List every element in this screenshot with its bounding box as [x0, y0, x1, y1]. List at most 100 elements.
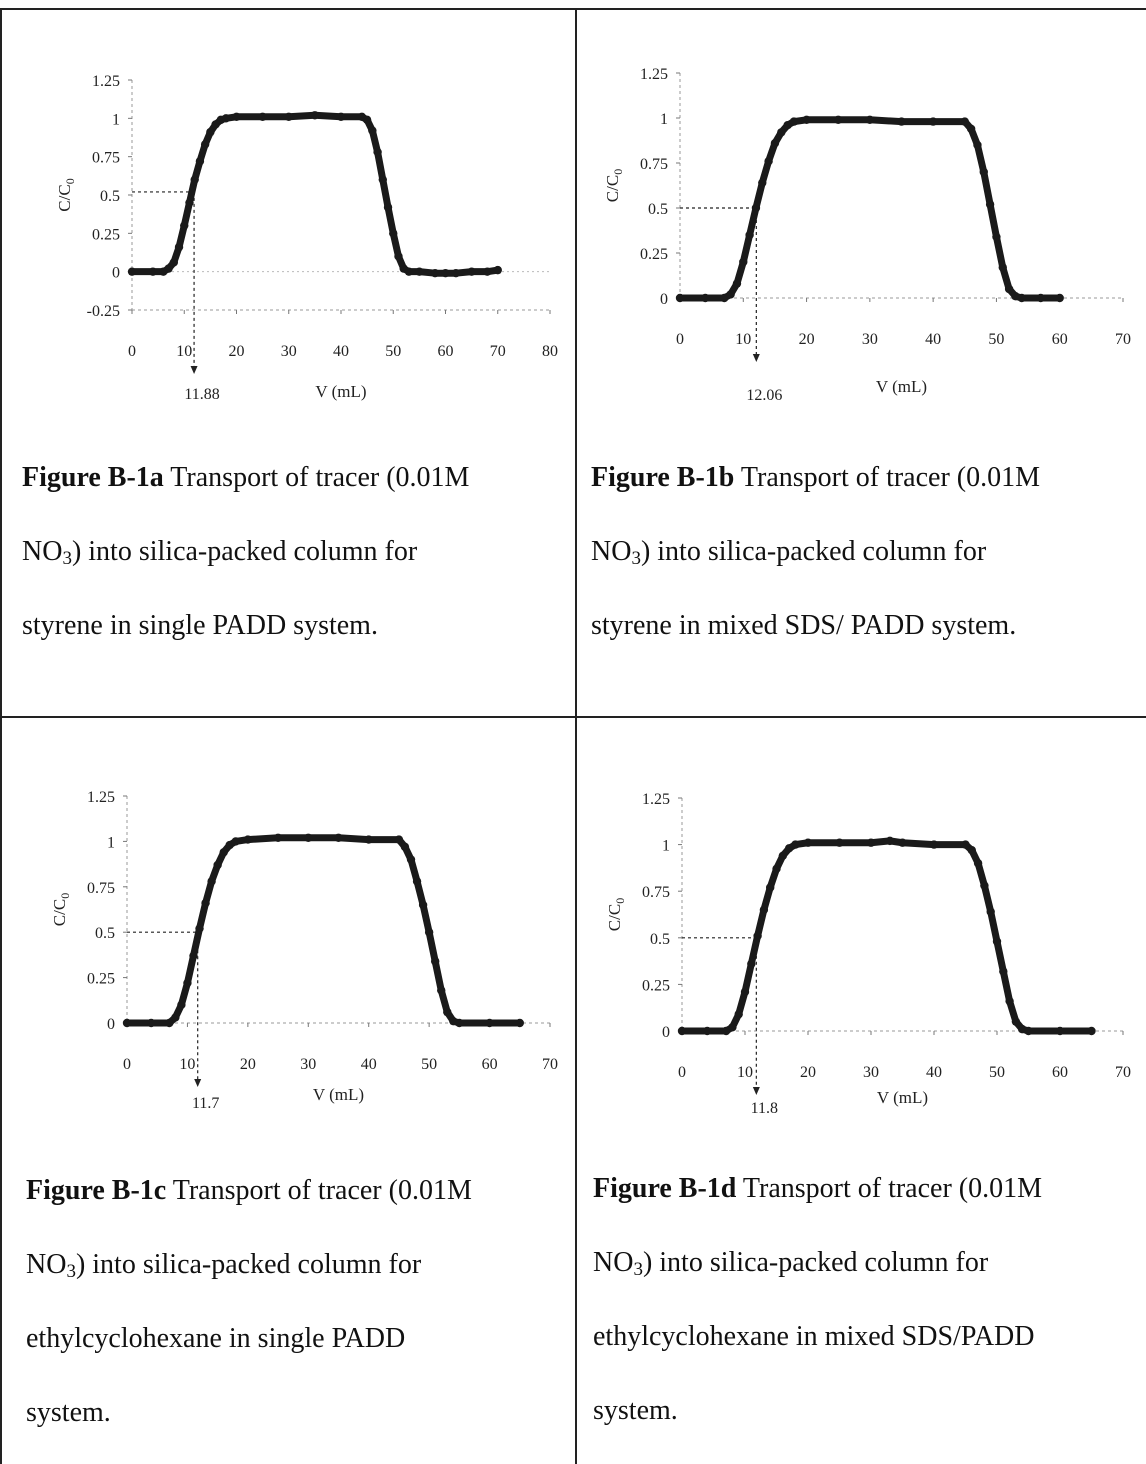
data-point	[483, 267, 492, 276]
data-point	[177, 1000, 186, 1010]
data-point	[1004, 284, 1014, 294]
data-point	[751, 203, 761, 213]
y-tick-label: 0.5	[95, 925, 115, 942]
x-tick-label: 10	[179, 1056, 195, 1073]
y-tick-label: 0	[107, 1016, 115, 1033]
data-point	[764, 157, 773, 166]
data-curve	[123, 834, 524, 1027]
caption-text: ethylcyclohexane in single PADD	[26, 1323, 406, 1354]
data-point	[866, 838, 876, 847]
data-point	[772, 864, 781, 874]
y-tick-label: 0	[112, 265, 120, 282]
caption-text: ) into silica-packed column for	[642, 1247, 989, 1278]
x-tick-label: 40	[926, 1064, 942, 1081]
caption-subscript: 3	[631, 548, 641, 569]
caption-subscript: 3	[66, 1261, 76, 1282]
data-point	[865, 115, 875, 125]
y-tick-label: 0.75	[92, 150, 120, 167]
half-point-label: 11.8	[751, 1100, 778, 1117]
data-point	[430, 269, 440, 278]
data-point	[493, 265, 502, 275]
x-tick-label: 50	[989, 1064, 1005, 1081]
y-tick-label: 1	[660, 111, 668, 128]
data-point	[783, 121, 792, 130]
data-point	[146, 1018, 156, 1028]
data-point	[400, 842, 410, 852]
y-axis-label: C/C0	[603, 169, 625, 202]
figure-cell-a: -0.25 0 0.25 0.5 0.75 1 1.25 0 10 20 30 40 50 60 70 80 C…	[2, 10, 575, 716]
x-tick-label: 70	[490, 343, 506, 360]
y-tick-label: 1.25	[640, 66, 668, 83]
data-point	[966, 124, 976, 133]
data-curve	[128, 111, 502, 277]
data-point	[789, 117, 799, 126]
caption-text: Transport of tracer (0.01M	[736, 1173, 1043, 1204]
data-point	[418, 900, 428, 910]
x-tick-label: 20	[799, 331, 815, 348]
table-divider-horizontal	[0, 716, 1146, 718]
arrow-down-icon	[194, 1079, 202, 1087]
half-point-label: 11.7	[192, 1095, 219, 1112]
data-point	[728, 1023, 737, 1032]
data-point	[441, 269, 450, 278]
caption-text: styrene in single PADD system.	[22, 610, 378, 641]
y-tick-label: 0	[660, 291, 668, 308]
data-point	[701, 293, 710, 303]
caption-text: Transport of tracer (0.01M	[163, 462, 470, 493]
data-point	[225, 840, 234, 850]
data-point	[206, 127, 215, 137]
data-point	[127, 267, 137, 276]
x-tick-label: 0	[676, 331, 684, 348]
data-point	[992, 232, 1001, 241]
data-point	[231, 837, 240, 846]
arrow-down-icon	[752, 1087, 760, 1095]
caption-text: Transport of tracer (0.01M	[734, 462, 1041, 493]
data-point	[122, 1018, 132, 1028]
data-point	[784, 844, 794, 853]
y-tick-label: 0.25	[642, 977, 670, 994]
caption-text: NO	[591, 536, 632, 567]
data-point	[310, 111, 320, 120]
data-point	[195, 157, 205, 166]
y-tick-label: 1	[662, 838, 670, 855]
data-point	[334, 833, 343, 842]
data-point	[243, 835, 253, 844]
data-point	[732, 279, 742, 288]
data-point	[180, 221, 189, 230]
data-point	[973, 859, 983, 868]
data-point	[967, 845, 976, 855]
x-tick-label: 60	[482, 1056, 498, 1073]
x-tick-label: 40	[361, 1056, 377, 1073]
figure-caption: Figure B-1c Transport of tracer (0.01M N…	[26, 1154, 566, 1450]
data-point	[766, 883, 775, 892]
y-tick-label: 1	[107, 834, 115, 851]
data-point	[148, 267, 158, 276]
data-point	[745, 230, 754, 240]
x-tick-label: 40	[925, 331, 941, 348]
data-point	[734, 1010, 743, 1019]
data-point	[677, 1026, 687, 1036]
data-point	[675, 293, 685, 303]
caption-text: styrene in mixed SDS/ PADD system.	[591, 610, 1017, 641]
data-point	[437, 986, 446, 995]
data-point	[985, 200, 995, 209]
data-point	[485, 1018, 494, 1028]
data-point	[1055, 293, 1064, 303]
data-point	[1017, 293, 1026, 303]
data-point	[791, 840, 800, 849]
x-tick-label: 20	[240, 1056, 256, 1073]
caption-text: NO	[26, 1249, 67, 1280]
y-tick-label: 0.25	[92, 226, 120, 243]
x-tick-label: 30	[300, 1056, 316, 1073]
data-point	[164, 264, 173, 273]
x-tick-label: 60	[438, 343, 454, 360]
figure-caption: Figure B-1d Transport of tracer (0.01M N…	[593, 1152, 1133, 1448]
data-point	[885, 836, 895, 846]
data-point	[980, 881, 989, 890]
data-point	[195, 924, 204, 933]
data-point	[928, 117, 938, 126]
x-tick-label: 50	[988, 331, 1004, 348]
data-point	[185, 198, 194, 207]
x-tick-label: 0	[678, 1064, 686, 1081]
x-tick-label: 30	[281, 343, 297, 360]
